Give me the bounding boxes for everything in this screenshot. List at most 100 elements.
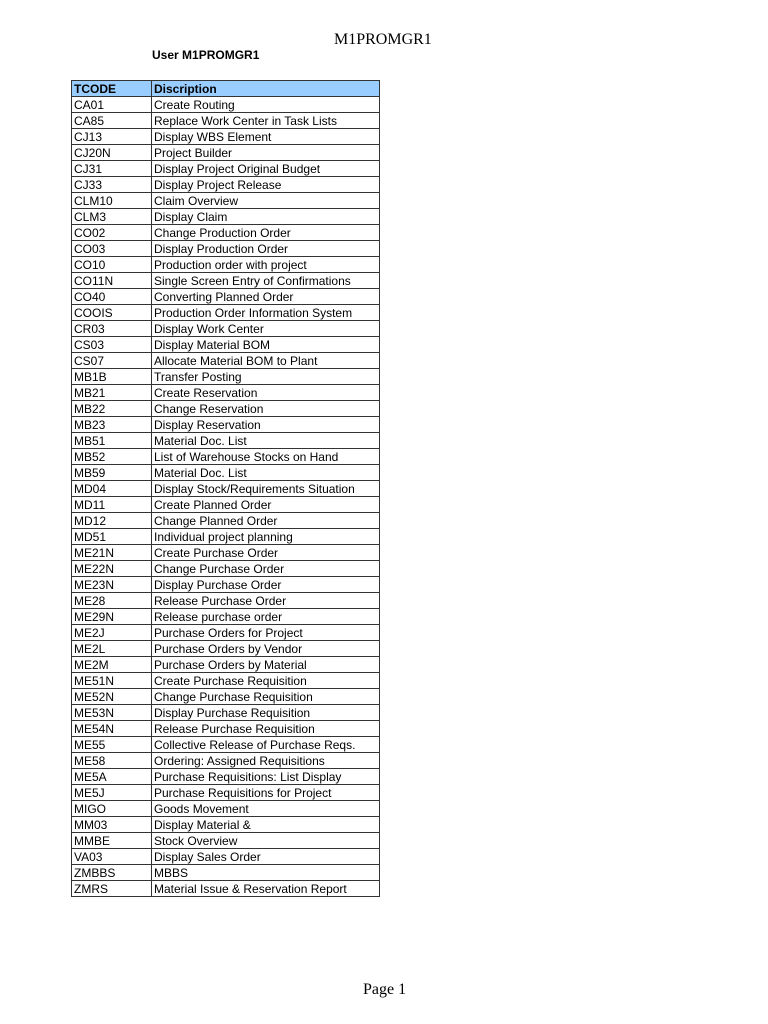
table-row: CJ33 Display Project Release xyxy=(71,176,380,193)
tcode-cell: CJ31 xyxy=(71,160,152,177)
description-cell: Display Material & xyxy=(151,816,380,833)
description-cell: Converting Planned Order xyxy=(151,288,380,305)
table-row: CR03 Display Work Center xyxy=(71,320,380,337)
description-cell: Display Project Original Budget xyxy=(151,160,380,177)
table-row: CS03 Display Material BOM xyxy=(71,336,380,353)
table-row: CS07 Allocate Material BOM to Plant xyxy=(71,352,380,369)
table-row: CO02 Change Production Order xyxy=(71,224,380,241)
tcode-cell: MD51 xyxy=(71,528,152,545)
description-cell: Create Routing xyxy=(151,96,380,113)
tcode-cell: MB52 xyxy=(71,448,152,465)
table-row: MD11 Create Planned Order xyxy=(71,496,380,513)
table-row: CJ31 Display Project Original Budget xyxy=(71,160,380,177)
table-row: MD04 Display Stock/Requirements Situation xyxy=(71,480,380,497)
description-cell: Release Purchase Order xyxy=(151,592,380,609)
tcode-cell: COOIS xyxy=(71,304,152,321)
description-cell: Display Stock/Requirements Situation xyxy=(151,480,380,497)
tcode-cell: CO02 xyxy=(71,224,152,241)
description-cell: Material Doc. List xyxy=(151,464,380,481)
tcode-cell: ME53N xyxy=(71,704,152,721)
table-row: ZMBBS MBBS xyxy=(71,864,380,881)
table-row: ME22N Change Purchase Order xyxy=(71,560,380,577)
table-row: ME51N Create Purchase Requisition xyxy=(71,672,380,689)
tcode-cell: CJ33 xyxy=(71,176,152,193)
table-row: CLM3 Display Claim xyxy=(71,208,380,225)
description-cell: Display Sales Order xyxy=(151,848,380,865)
description-cell: Display Project Release xyxy=(151,176,380,193)
tcode-cell: ZMRS xyxy=(71,880,152,897)
table-row: MB23 Display Reservation xyxy=(71,416,380,433)
description-cell: Individual project planning xyxy=(151,528,380,545)
description-cell: Change Production Order xyxy=(151,224,380,241)
table-row: ME2L Purchase Orders by Vendor xyxy=(71,640,380,657)
tcode-cell: CS03 xyxy=(71,336,152,353)
description-cell: Create Reservation xyxy=(151,384,380,401)
table-row: MB59 Material Doc. List xyxy=(71,464,380,481)
table-row: MB52 List of Warehouse Stocks on Hand xyxy=(71,448,380,465)
description-cell: Display Claim xyxy=(151,208,380,225)
user-label: User M1PROMGR1 xyxy=(152,48,260,62)
table-header-row: TCODE Discription xyxy=(71,80,380,97)
tcode-cell: ME58 xyxy=(71,752,152,769)
table-row: ME2J Purchase Orders for Project xyxy=(71,624,380,641)
table-row: ME2M Purchase Orders by Material xyxy=(71,656,380,673)
tcode-cell: CO03 xyxy=(71,240,152,257)
description-cell: Material Issue & Reservation Report xyxy=(151,880,380,897)
description-cell: Release purchase order xyxy=(151,608,380,625)
description-cell: Display Purchase Requisition xyxy=(151,704,380,721)
table-row: MD12 Change Planned Order xyxy=(71,512,380,529)
table-row: ME5A Purchase Requisitions: List Display xyxy=(71,768,380,785)
table-row: ME28 Release Purchase Order xyxy=(71,592,380,609)
tcode-cell: MMBE xyxy=(71,832,152,849)
table-row: COOIS Production Order Information System xyxy=(71,304,380,321)
table-row: MB21 Create Reservation xyxy=(71,384,380,401)
table-row: MB51 Material Doc. List xyxy=(71,432,380,449)
tcode-cell: ME2J xyxy=(71,624,152,641)
page-header-title: M1PROMGR1 xyxy=(334,31,432,48)
tcode-cell: ME51N xyxy=(71,672,152,689)
tcode-cell: ME5A xyxy=(71,768,152,785)
description-cell: Change Planned Order xyxy=(151,512,380,529)
table-row: ME23N Display Purchase Order xyxy=(71,576,380,593)
description-cell: Transfer Posting xyxy=(151,368,380,385)
description-cell: Replace Work Center in Task Lists xyxy=(151,112,380,129)
description-cell: Change Purchase Requisition xyxy=(151,688,380,705)
table-row: CLM10 Claim Overview xyxy=(71,192,380,209)
tcode-cell: CO10 xyxy=(71,256,152,273)
tcode-cell: ME55 xyxy=(71,736,152,753)
description-cell: Project Builder xyxy=(151,144,380,161)
tcode-cell: MB21 xyxy=(71,384,152,401)
description-cell: Production Order Information System xyxy=(151,304,380,321)
tcode-cell: ME2M xyxy=(71,656,152,673)
description-cell: Change Reservation xyxy=(151,400,380,417)
table-row: ME29N Release purchase order xyxy=(71,608,380,625)
column-header-description: Discription xyxy=(151,80,380,97)
description-cell: Purchase Requisitions for Project xyxy=(151,784,380,801)
table-row: CO03 Display Production Order xyxy=(71,240,380,257)
table-row: MIGO Goods Movement xyxy=(71,800,380,817)
page-number: Page 1 xyxy=(363,981,407,998)
tcode-cell: CO40 xyxy=(71,288,152,305)
tcode-cell: CA85 xyxy=(71,112,152,129)
description-cell: Purchase Orders by Material xyxy=(151,656,380,673)
description-cell: Display Reservation xyxy=(151,416,380,433)
tcode-cell: ME52N xyxy=(71,688,152,705)
description-cell: Stock Overview xyxy=(151,832,380,849)
tcode-cell: CA01 xyxy=(71,96,152,113)
tcode-cell: MIGO xyxy=(71,800,152,817)
table-row: ME53N Display Purchase Requisition xyxy=(71,704,380,721)
description-cell: Create Purchase Order xyxy=(151,544,380,561)
description-cell: List of Warehouse Stocks on Hand xyxy=(151,448,380,465)
tcode-cell: CS07 xyxy=(71,352,152,369)
table-row: VA03 Display Sales Order xyxy=(71,848,380,865)
description-cell: Display WBS Element xyxy=(151,128,380,145)
tcode-cell: MB23 xyxy=(71,416,152,433)
tcode-cell: MD12 xyxy=(71,512,152,529)
tcode-cell: ZMBBS xyxy=(71,864,152,881)
tcode-cell: ME5J xyxy=(71,784,152,801)
description-cell: Collective Release of Purchase Reqs. xyxy=(151,736,380,753)
description-cell: Display Material BOM xyxy=(151,336,380,353)
description-cell: Purchase Orders for Project xyxy=(151,624,380,641)
table-row: ME21N Create Purchase Order xyxy=(71,544,380,561)
description-cell: Allocate Material BOM to Plant xyxy=(151,352,380,369)
